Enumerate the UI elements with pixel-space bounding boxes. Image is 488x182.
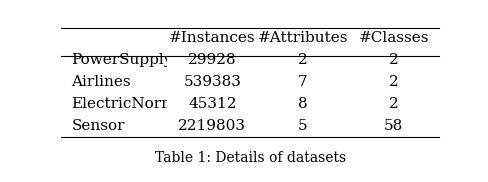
Text: Table 1: Details of datasets: Table 1: Details of datasets (155, 151, 346, 165)
